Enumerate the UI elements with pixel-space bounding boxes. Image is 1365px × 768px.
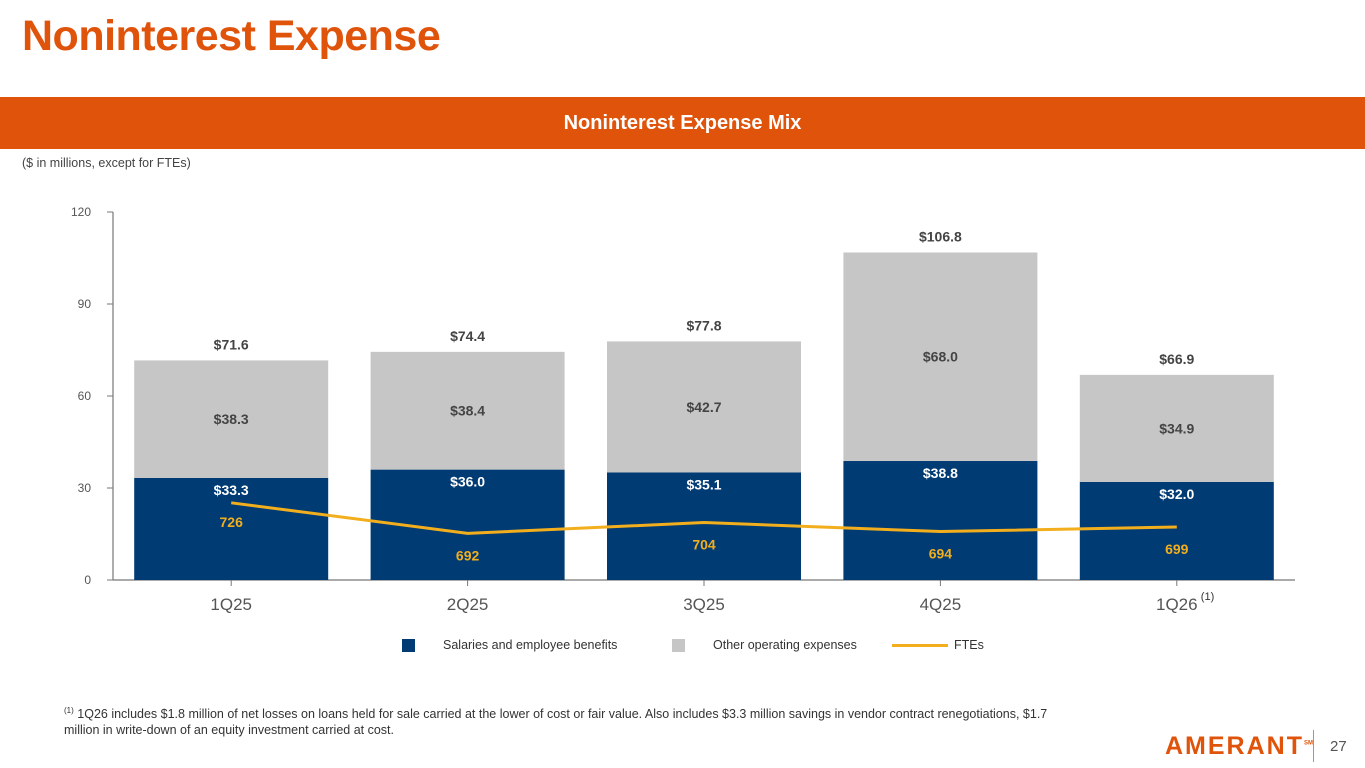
page-number: 27: [1330, 738, 1347, 755]
y-tick-label: 30: [78, 481, 92, 495]
data-label-total: $106.8: [919, 228, 962, 244]
legend-label: Other operating expenses: [713, 638, 857, 652]
data-label-other: $38.4: [450, 403, 485, 419]
data-label-salaries: $38.8: [923, 465, 958, 481]
x-tick-label: 2Q25: [447, 595, 489, 614]
data-label-total: $66.9: [1159, 351, 1194, 367]
page-title: Noninterest Expense: [22, 12, 441, 60]
y-tick-label: 120: [71, 205, 91, 219]
legend-label: Salaries and employee benefits: [443, 638, 618, 652]
data-label-fte: 694: [929, 546, 953, 562]
x-tick-label: 1Q25: [210, 595, 252, 614]
bar-other: [370, 351, 565, 470]
footnote-mark: (1): [64, 706, 74, 715]
bar-salaries: [134, 477, 329, 580]
y-tick-label: 0: [84, 573, 91, 587]
legend-line-ftes: [892, 643, 948, 647]
logo-mark: SM: [1304, 740, 1313, 747]
data-label-other: $34.9: [1159, 420, 1194, 436]
data-label-other: $42.7: [686, 399, 721, 415]
x-tick-footnote-mark: (1): [1201, 591, 1214, 603]
data-label-total: $77.8: [686, 317, 721, 333]
data-label-fte: 726: [220, 514, 244, 530]
data-label-total: $74.4: [450, 328, 485, 344]
footnote-text: 1Q26 includes $1.8 million of net losses…: [64, 707, 1048, 738]
footer-divider: [1313, 730, 1314, 762]
legend-label: FTEs: [954, 638, 984, 652]
data-label-fte: 704: [692, 537, 716, 553]
legend-swatch-salaries: [402, 638, 415, 652]
legend-item-salaries: Salaries and employee benefits: [402, 638, 617, 652]
section-banner: Noninterest Expense Mix: [0, 97, 1365, 149]
stacked-bar-chart: 0 30 60 90 120 1Q25 $33.3 $38.3 $71.6 2Q25 $36.0 $3…: [71, 205, 1295, 614]
units-note: ($ in millions, except for FTEs): [22, 156, 191, 170]
data-label-fte: 699: [1165, 541, 1189, 557]
data-label-fte: 692: [456, 547, 480, 563]
data-label-other: $68.0: [923, 349, 958, 365]
logo-text: AMERANT: [1165, 732, 1304, 760]
legend-item-ftes: FTEs: [892, 638, 984, 652]
data-label-salaries: $35.1: [686, 476, 721, 492]
data-label-salaries: $33.3: [214, 482, 249, 498]
bar-other: [843, 252, 1038, 462]
amerant-logo: AMERANTSM: [1165, 732, 1313, 761]
bar-other: [1079, 374, 1274, 482]
data-label-salaries: $36.0: [450, 474, 485, 490]
legend-item-other: Other operating expenses: [672, 638, 857, 652]
y-tick-label: 90: [78, 297, 92, 311]
legend-swatch-other: [672, 638, 685, 652]
bar-other: [134, 360, 329, 478]
x-tick-label: 3Q25: [683, 595, 725, 614]
data-label-other: $38.3: [214, 411, 249, 427]
x-tick-label: 1Q26: [1156, 595, 1198, 614]
footnote: (1) 1Q26 includes $1.8 million of net lo…: [64, 703, 1064, 738]
data-label-total: $71.6: [214, 336, 249, 352]
x-tick-label: 4Q25: [920, 595, 962, 614]
chart-legend: Salaries and employee benefits Other ope…: [0, 638, 1365, 658]
bar-salaries: [843, 461, 1038, 580]
data-label-salaries: $32.0: [1159, 486, 1194, 502]
y-tick-label: 60: [78, 389, 92, 403]
bar-other: [607, 341, 801, 473]
bar-salaries: [1079, 481, 1274, 580]
banner-title: Noninterest Expense Mix: [563, 111, 802, 134]
